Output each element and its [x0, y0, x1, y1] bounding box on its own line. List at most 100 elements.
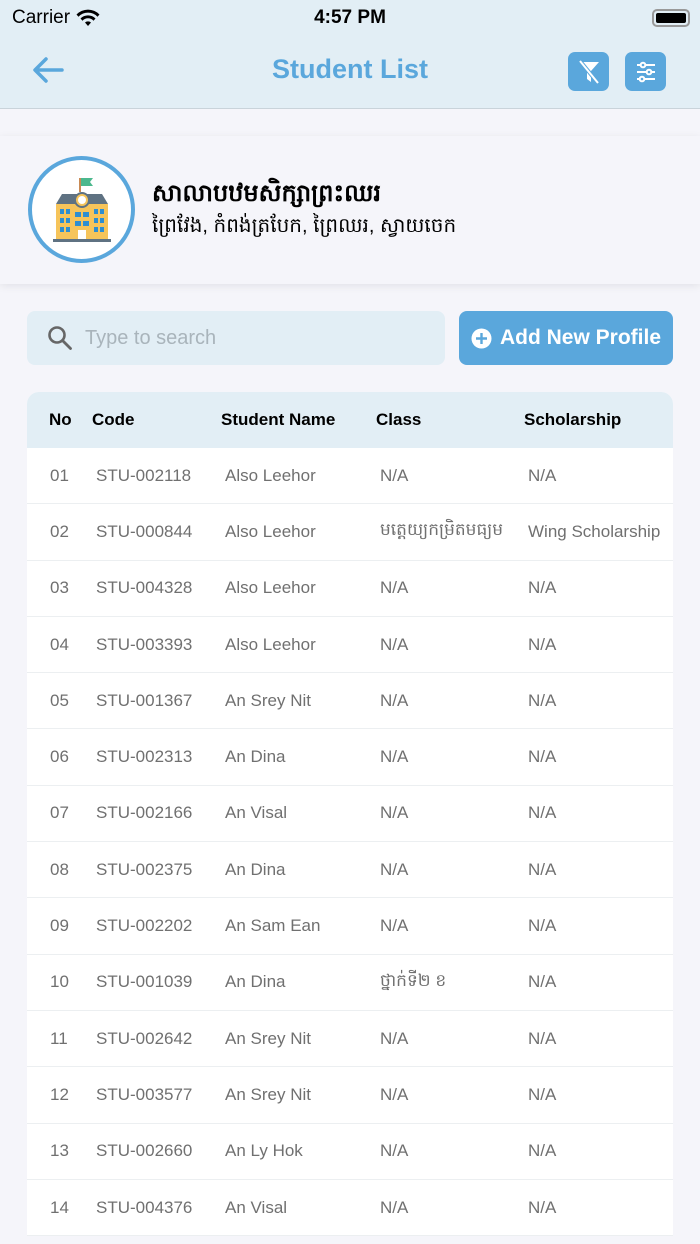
school-name: សាលាបឋមសិក្សាព្រះឈរ [152, 180, 381, 207]
filter-off-icon [577, 59, 600, 84]
student-code: STU-001039 [96, 972, 193, 992]
row-number: 14 [50, 1197, 69, 1217]
student-name: An Srey Nit [225, 1084, 311, 1104]
student-class: N/A [380, 578, 409, 598]
clear-filter-button[interactable] [568, 52, 609, 91]
table-row[interactable]: 09 STU-002202 An Sam Ean N/A N/A [27, 898, 673, 955]
status-time: 4:57 PM [314, 7, 386, 28]
student-code: STU-002166 [96, 803, 193, 823]
student-code: STU-003577 [96, 1084, 193, 1104]
table-row[interactable]: 10 STU-001039 An Dina ថ្នាក់ទី២ ខ N/A [27, 955, 673, 1011]
student-name: Also Leehor [225, 521, 316, 541]
add-new-profile-button[interactable]: Add New Profile [459, 311, 673, 365]
filter-settings-button[interactable] [625, 52, 666, 91]
student-class: N/A [380, 634, 409, 654]
page-title: Student List [272, 54, 428, 84]
student-code: STU-002118 [96, 465, 192, 485]
column-header: Code [92, 410, 135, 429]
student-code: STU-004376 [96, 1197, 193, 1217]
row-number: 09 [50, 916, 69, 936]
table-row[interactable]: 13 STU-002660 An Ly Hok N/A N/A [27, 1124, 673, 1180]
nav-bar: Student List [0, 36, 700, 108]
table-row[interactable]: 11 STU-002642 An Srey Nit N/A N/A [27, 1011, 673, 1068]
student-class: N/A [380, 803, 409, 823]
student-name: An Dina [225, 859, 286, 879]
student-class: មត្តេយ្យកម្រិតមធ្យម [380, 520, 504, 540]
student-code: STU-002202 [96, 916, 193, 936]
student-name: An Sam Ean [225, 916, 321, 936]
student-name: An Dina [225, 972, 286, 992]
row-number: 01 [50, 465, 69, 485]
table-row[interactable]: 14 STU-004376 An Visal N/A N/A [27, 1180, 673, 1237]
student-scholarship: N/A [528, 465, 557, 485]
student-class: N/A [380, 690, 409, 710]
column-header: Student Name [221, 410, 336, 429]
student-scholarship: N/A [528, 1084, 557, 1104]
column-header: Class [376, 410, 422, 429]
student-class: N/A [380, 465, 409, 485]
school-logo [28, 156, 135, 263]
student-class: N/A [380, 1084, 409, 1104]
student-scholarship: N/A [528, 1028, 557, 1048]
student-scholarship: N/A [528, 859, 557, 879]
row-number: 07 [50, 803, 69, 823]
table-row[interactable]: 01 STU-002118 Also Leehor N/A N/A [27, 448, 673, 505]
student-code: STU-002642 [96, 1028, 193, 1048]
table-row[interactable]: 08 STU-002375 An Dina N/A N/A [27, 842, 673, 899]
row-number: 03 [50, 578, 69, 598]
row-number: 11 [50, 1028, 68, 1048]
student-scholarship: N/A [528, 972, 557, 992]
student-class: N/A [380, 747, 409, 767]
student-code: STU-000844 [96, 521, 193, 541]
student-class: N/A [380, 916, 409, 936]
row-number: 08 [50, 859, 69, 879]
arrow-left-icon[interactable] [30, 52, 66, 88]
student-code: STU-001367 [96, 690, 193, 710]
student-name: Also Leehor [225, 578, 316, 598]
school-building-icon [52, 177, 111, 242]
table-row[interactable]: 03 STU-004328 Also Leehor N/A N/A [27, 561, 673, 617]
student-class: N/A [380, 859, 409, 879]
table-row[interactable]: 12 STU-003577 An Srey Nit N/A N/A [27, 1067, 673, 1124]
student-name: An Visal [225, 803, 288, 823]
student-name: Also Leehor [225, 465, 316, 485]
row-number: 02 [50, 521, 69, 541]
search-input[interactable] [85, 326, 405, 350]
school-address: ព្រៃវែង, កំពង់ត្របែក, ព្រៃឈរ, ស្វាយចេក [152, 215, 457, 237]
student-scholarship: N/A [528, 578, 557, 598]
table-row[interactable]: 02 STU-000844 Also Leehor មត្តេយ្យកម្រិតមធ្… [27, 504, 673, 561]
student-name: An Srey Nit [225, 1028, 311, 1048]
student-code: STU-002313 [96, 747, 193, 767]
plus-circle-icon [471, 328, 492, 348]
table-row[interactable]: 06 STU-002313 An Dina N/A N/A [27, 729, 673, 786]
wifi-icon [76, 9, 100, 26]
student-code: STU-002660 [96, 1141, 193, 1161]
student-scholarship: N/A [528, 747, 557, 767]
student-scholarship: Wing Scholarship [528, 521, 661, 541]
student-scholarship: N/A [528, 803, 557, 823]
student-code: STU-002375 [96, 859, 193, 879]
row-number: 12 [50, 1084, 69, 1104]
student-class: N/A [380, 1141, 409, 1161]
table-header: No Code Student Name Class Scholarship [27, 392, 673, 448]
sliders-icon [636, 61, 655, 82]
student-scholarship: N/A [528, 690, 557, 710]
student-scholarship: N/A [528, 1141, 557, 1161]
table-row[interactable]: 05 STU-001367 An Srey Nit N/A N/A [27, 673, 673, 730]
student-code: STU-004328 [96, 578, 193, 598]
row-number: 10 [50, 972, 69, 992]
student-name: Also Leehor [225, 634, 316, 654]
row-number: 04 [50, 634, 69, 654]
student-name: An Visal [225, 1197, 288, 1217]
school-card: សាលាបឋមសិក្សាព្រះឈរ ព្រៃវែង, កំពង់ត្របែក… [0, 136, 700, 284]
column-header: Scholarship [524, 410, 622, 429]
search-box[interactable] [27, 311, 445, 365]
row-number: 13 [50, 1141, 69, 1161]
row-number: 06 [50, 747, 69, 767]
table-row[interactable]: 07 STU-002166 An Visal N/A N/A [27, 786, 673, 843]
student-name: An Dina [225, 747, 286, 767]
row-number: 05 [50, 690, 69, 710]
carrier-label: Carrier [12, 7, 71, 28]
student-scholarship: N/A [528, 634, 557, 654]
table-row[interactable]: 04 STU-003393 Also Leehor N/A N/A [27, 617, 673, 674]
